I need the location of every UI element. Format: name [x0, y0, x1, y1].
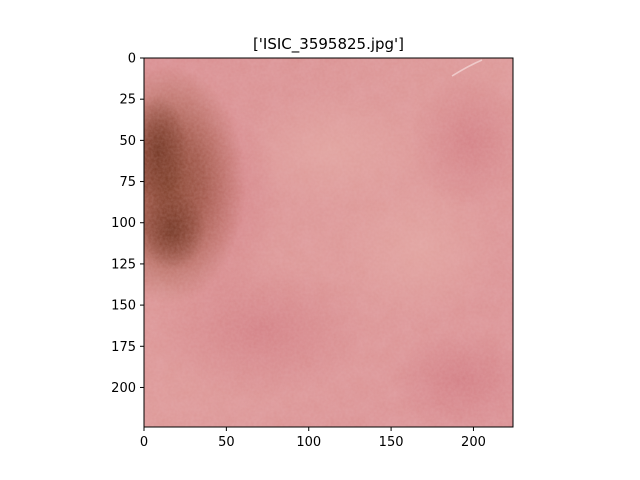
y-tick-label: 200 [111, 381, 136, 396]
x-tick-label: 200 [461, 435, 486, 450]
y-tick-label: 0 [128, 52, 136, 67]
y-tick-label: 100 [111, 216, 136, 231]
y-tick-label: 175 [111, 340, 136, 355]
y-axis: 0 25 50 75 100 125 150 175 200 [111, 52, 144, 396]
skin-image [144, 58, 513, 427]
figure-title: ['ISIC_3595825.jpg'] [253, 35, 404, 54]
y-tick-label: 125 [111, 257, 136, 272]
y-tick-label: 50 [119, 134, 136, 149]
x-axis: 0 50 100 150 200 [140, 427, 486, 450]
y-tick-label: 75 [119, 175, 136, 190]
x-tick-label: 150 [379, 435, 404, 450]
y-tick-label: 25 [119, 93, 136, 108]
y-tick-label: 150 [111, 299, 136, 314]
axes-frame [143, 57, 514, 428]
x-tick-label: 100 [296, 435, 321, 450]
x-tick-label: 50 [218, 435, 235, 450]
x-tick-label: 0 [140, 435, 148, 450]
